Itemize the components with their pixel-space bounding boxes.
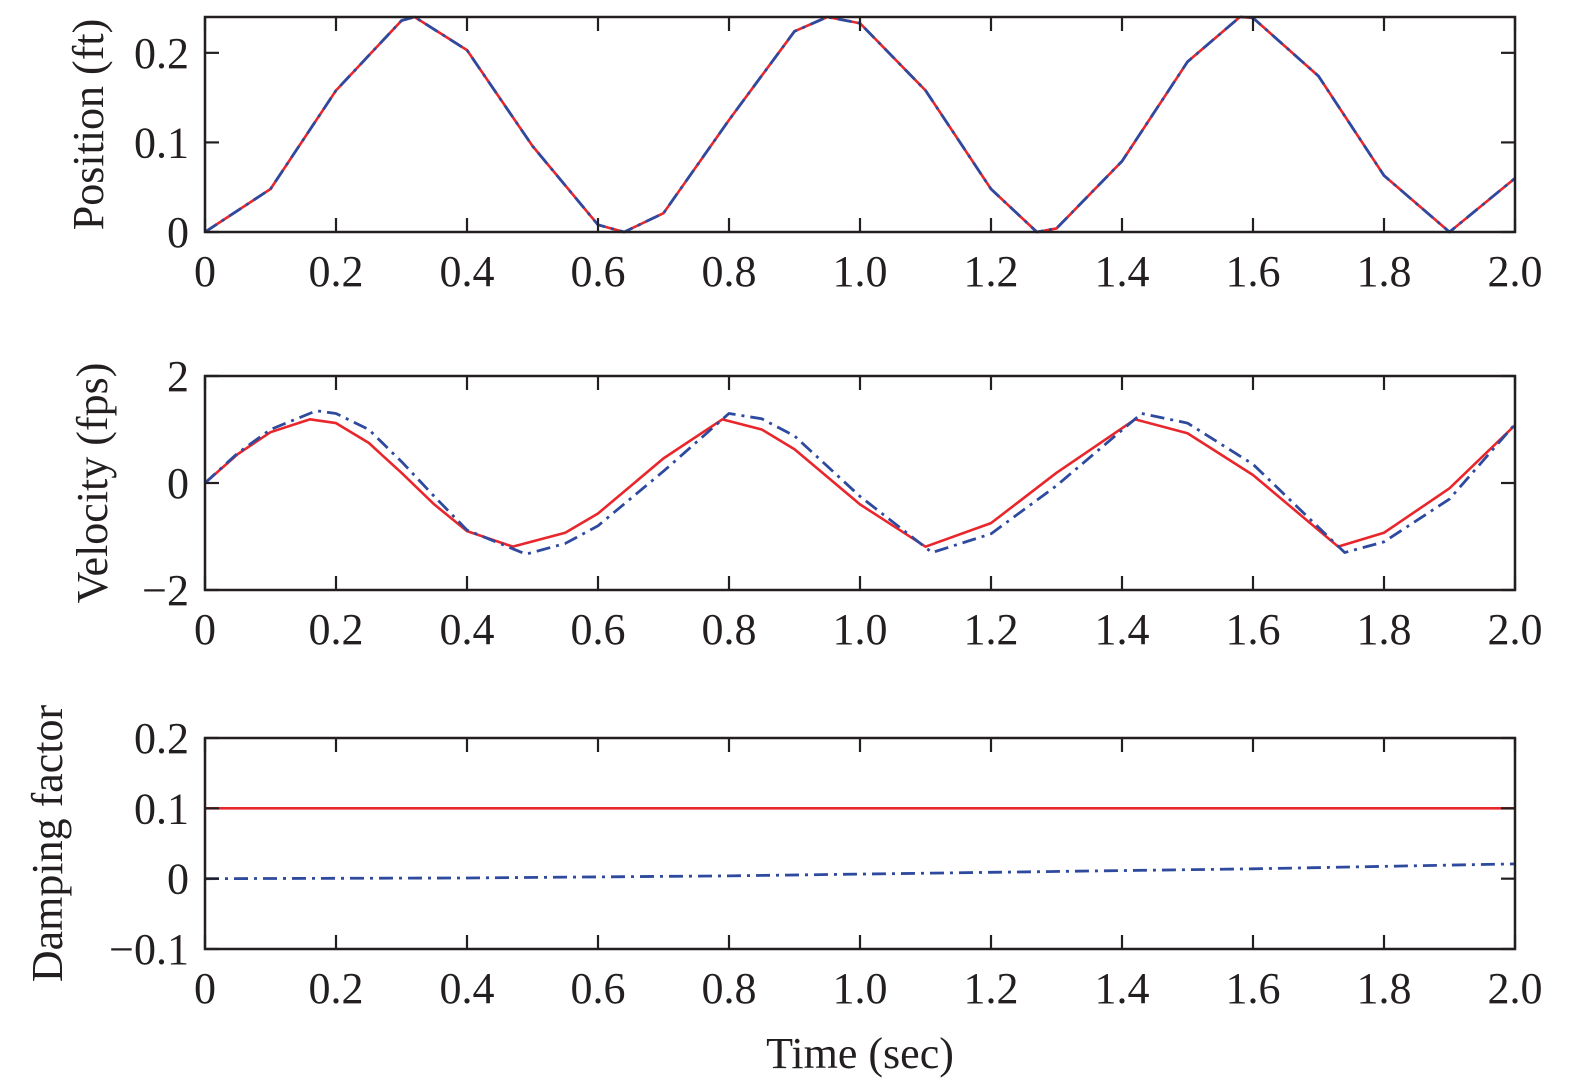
- series-line-2: [204, 15, 1516, 234]
- x-tick-label: 1.8: [1357, 964, 1412, 1013]
- series-line-2: [204, 862, 1516, 881]
- axes-frame: [203, 736, 1517, 951]
- x-tick-label: 1.6: [1226, 605, 1281, 654]
- y-tick-label: −0.1: [109, 925, 189, 974]
- y-tick-label: 0: [167, 855, 189, 904]
- y-tick-label: 0: [167, 208, 189, 257]
- y-tick-label: 0: [167, 459, 189, 508]
- x-tick-label: 1.0: [833, 247, 888, 296]
- x-tick-label: 1.6: [1226, 247, 1281, 296]
- series-line-1: [204, 418, 1516, 548]
- axes-frame: [203, 15, 1517, 234]
- x-tick-label: 1.2: [964, 247, 1019, 296]
- subplot-2: 0 0.2 0.4 0.6 0.8 1.0 1.2 1.4 1.6 1.8 2.0−202Veloc…: [68, 352, 1543, 654]
- x-tick-label: 2.0: [1488, 247, 1543, 296]
- subplot-3: 0 0.2 0.4 0.6 0.8 1.0 1.2 1.4 1.6 1.8 2.0−0.100.10…: [23, 704, 1543, 1078]
- x-tick-label: 0.8: [702, 605, 757, 654]
- x-tick-label: 0: [194, 964, 216, 1013]
- x-tick-label: 2.0: [1488, 964, 1543, 1013]
- y-tick-label: 0.2: [134, 714, 189, 763]
- x-tick-label: 0.4: [440, 964, 495, 1013]
- x-tick-label: 2.0: [1488, 605, 1543, 654]
- x-tick-label: 1.8: [1357, 605, 1412, 654]
- series-line-1: [204, 15, 1516, 234]
- x-tick-label: 0.4: [440, 247, 495, 296]
- x-tick-label: 0.8: [702, 247, 757, 296]
- x-tick-label: 1.4: [1095, 605, 1150, 654]
- y-axis-label: Damping factor: [23, 704, 72, 982]
- series-line-2: [204, 409, 1517, 556]
- x-tick-label: 1.4: [1095, 247, 1150, 296]
- x-tick-label: 0: [194, 247, 216, 296]
- x-tick-label: 1.2: [964, 964, 1019, 1013]
- x-tick-label: 0.6: [571, 964, 626, 1013]
- x-tick-label: 1.2: [964, 605, 1019, 654]
- x-tick-label: 1.4: [1095, 964, 1150, 1013]
- y-tick-label: 0.2: [134, 29, 189, 78]
- y-axis-label: Velocity (fps): [68, 363, 117, 604]
- x-tick-label: 1.0: [833, 605, 888, 654]
- x-tick-label: 0.4: [440, 605, 495, 654]
- y-tick-label: 0.1: [134, 784, 189, 833]
- x-tick-label: 1.8: [1357, 247, 1412, 296]
- x-tick-label: 0.6: [571, 247, 626, 296]
- y-tick-label: 2: [167, 352, 189, 401]
- y-tick-label: 0.1: [134, 118, 189, 167]
- y-axis-label: Position (ft): [64, 19, 113, 230]
- y-tick-label: −2: [142, 566, 189, 615]
- axes-frame: [203, 374, 1517, 592]
- x-tick-label: 0: [194, 605, 216, 654]
- x-axis-label: Time (sec): [766, 1029, 954, 1078]
- x-tick-label: 0.6: [571, 605, 626, 654]
- x-tick-label: 0.2: [309, 605, 364, 654]
- x-tick-label: 1.0: [833, 964, 888, 1013]
- x-tick-label: 1.6: [1226, 964, 1281, 1013]
- x-tick-label: 0.2: [309, 247, 364, 296]
- x-tick-label: 0.8: [702, 964, 757, 1013]
- subplot-1: 0 0.2 0.4 0.6 0.8 1.0 1.2 1.4 1.6 1.8 2.0 0 0.1 0.2 Po…: [64, 15, 1543, 296]
- x-tick-label: 0.2: [309, 964, 364, 1013]
